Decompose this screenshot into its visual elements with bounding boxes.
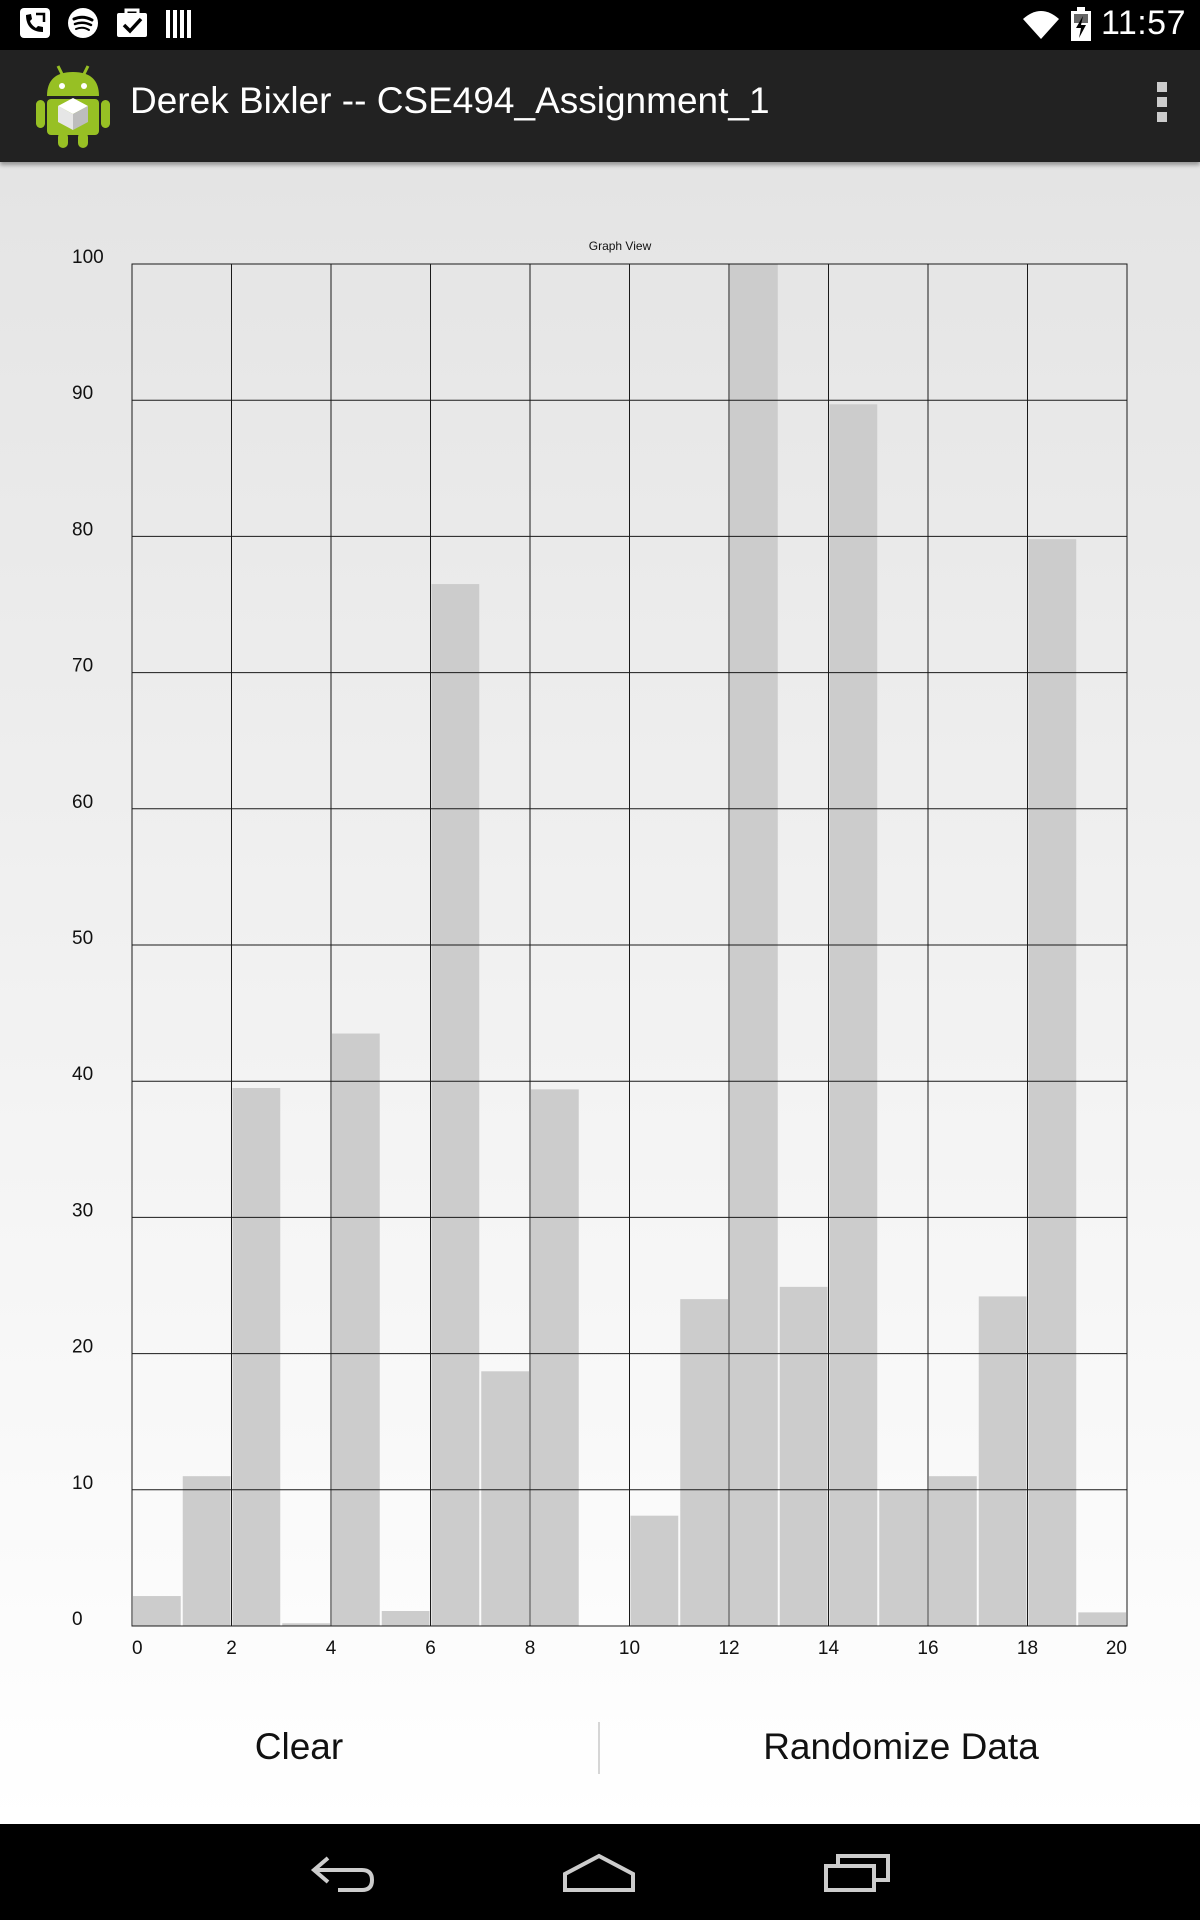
- x-tick-label: 10: [619, 1638, 640, 1659]
- plot-border: [131, 263, 1128, 1627]
- barcode-icon: [164, 6, 194, 40]
- chart-title: Graph View: [589, 239, 652, 253]
- y-tick-label: 60: [72, 792, 93, 813]
- x-tick-label: 4: [326, 1638, 337, 1659]
- bar-7: [481, 1371, 529, 1626]
- y-tick-label: 10: [72, 1473, 93, 1494]
- randomize-data-button[interactable]: Randomize Data: [602, 1672, 1200, 1822]
- grid-lines: [131, 263, 1128, 1627]
- x-axis-labels: 0 2 4 6 8 10 12 14 16 18 20: [132, 1638, 1127, 1659]
- clock: 11:57: [1100, 4, 1186, 42]
- battery-charging-icon: [1069, 6, 1093, 42]
- bar-0: [133, 1596, 181, 1626]
- bar-10: [630, 1515, 679, 1626]
- x-tick-label: 12: [718, 1638, 739, 1659]
- bar-19: [1078, 1612, 1126, 1626]
- back-icon[interactable]: [283, 1842, 403, 1902]
- x-tick-label: 6: [425, 1638, 436, 1659]
- notification-icons: [18, 6, 194, 40]
- y-tick-label: 80: [72, 519, 93, 540]
- missed-call-icon: [18, 6, 52, 40]
- y-tick-label: 90: [72, 383, 93, 404]
- clear-button[interactable]: Clear: [0, 1672, 598, 1822]
- bar-1: [182, 1476, 231, 1626]
- x-tick-label: 20: [1106, 1638, 1127, 1659]
- task-done-icon: [114, 6, 150, 40]
- x-tick-label: 16: [917, 1638, 938, 1659]
- x-tick-label: 8: [525, 1638, 536, 1659]
- x-tick-label: 0: [132, 1638, 143, 1659]
- bar-17: [978, 1296, 1027, 1626]
- x-tick-label: 2: [226, 1638, 237, 1659]
- x-tick-label: 18: [1017, 1638, 1038, 1659]
- bar-14: [829, 404, 878, 1626]
- button-divider: [598, 1722, 600, 1774]
- app-title: Derek Bixler -- CSE494_Assignment_1: [130, 80, 770, 121]
- x-tick-label: 14: [818, 1638, 840, 1659]
- bar-13: [779, 1286, 828, 1626]
- y-tick-label: 50: [72, 928, 93, 949]
- bar-16: [929, 1476, 977, 1626]
- wifi-icon: [1021, 7, 1061, 41]
- bar-6: [431, 584, 480, 1626]
- bar-4: [332, 1033, 380, 1626]
- y-axis-labels: 0 10 20 30 40 50 60 70 80 90 100: [72, 247, 104, 1630]
- bar-5: [381, 1611, 430, 1626]
- status-bar: 11:57: [0, 0, 1200, 50]
- y-tick-label: 30: [72, 1200, 93, 1221]
- action-bar: Derek Bixler -- CSE494_Assignment_1: [0, 50, 1200, 162]
- spotify-icon: [66, 6, 100, 40]
- content-area: Graph View 0 10 20 30 40 50 60 70 80 90 100 0 2 4 6 8 1…: [0, 162, 1200, 1824]
- bar-2: [232, 1088, 281, 1626]
- recents-icon[interactable]: [797, 1842, 917, 1902]
- navigation-bar: [0, 1824, 1200, 1920]
- system-icons: 11:57: [1021, 4, 1186, 43]
- bar-3: [282, 1623, 330, 1626]
- bar-8: [531, 1089, 579, 1626]
- bar-18: [1028, 539, 1077, 1626]
- overflow-menu-icon[interactable]: [1150, 82, 1174, 130]
- y-tick-label: 100: [72, 247, 104, 268]
- y-tick-label: 0: [72, 1609, 83, 1630]
- bar-11: [680, 1299, 728, 1626]
- graph-view: Graph View 0 10 20 30 40 50 60 70 80 90 100 0 2 4 6 8 1…: [72, 239, 1128, 1659]
- android-robot-icon: [34, 62, 112, 150]
- bar-15: [879, 1489, 927, 1626]
- y-tick-label: 40: [72, 1064, 93, 1085]
- y-tick-label: 70: [72, 656, 93, 677]
- home-icon[interactable]: [539, 1842, 659, 1902]
- button-bar: Clear Randomize Data: [0, 1672, 1200, 1822]
- y-tick-label: 20: [72, 1337, 93, 1358]
